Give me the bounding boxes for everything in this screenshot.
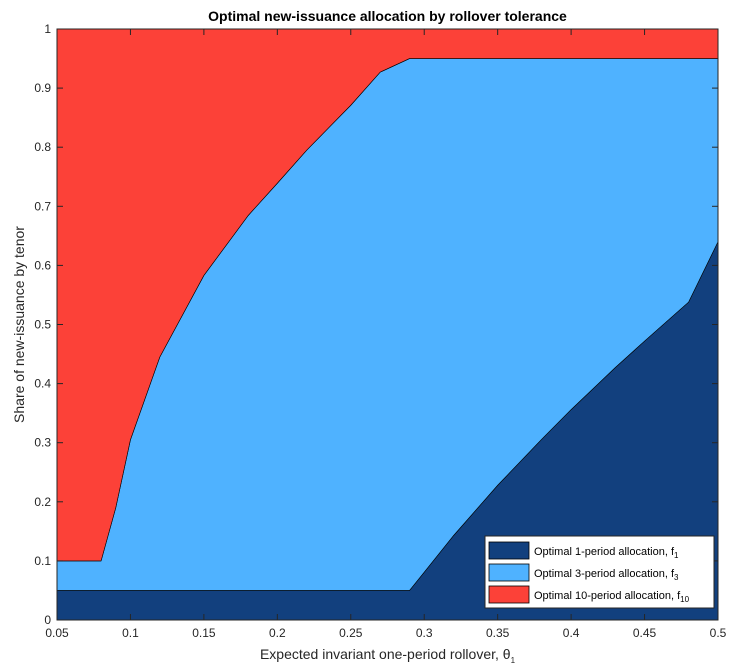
legend-swatch-2 [488,563,530,582]
x-axis: 0.05 0.1 0.15 0.2 0.25 0.3 0.35 0.4 0.45 0.5 [45,29,727,640]
x-axis-label: Expected invariant one-period rollover, … [260,646,516,665]
legend-entry-1: Optimal 1-period allocation, f1 [534,546,679,560]
x-tick-label: 0.4 [563,626,580,640]
y-tick-label: 0.6 [34,258,51,272]
legend-entry-3: Optimal 10-period allocation, f10 [534,590,690,604]
legend-entry-2: Optimal 3-period allocation, f3 [534,568,679,582]
y-tick-label: 0.5 [34,318,51,332]
x-tick-label: 0.1 [122,626,139,640]
y-axis-label: Share of new-issuance by tenor [11,226,27,423]
y-tick-label: 0.4 [34,377,51,391]
y-tick-label: 0.1 [34,554,51,568]
x-tick-label: 0.35 [486,626,510,640]
y-axis: 0 0.1 0.2 0.3 0.4 0.5 0.6 0.7 0.8 0.9 1 [34,22,718,627]
x-tick-label: 0.2 [269,626,286,640]
y-tick-label: 0.3 [34,436,51,450]
x-tick-label: 0.25 [339,626,363,640]
x-tick-label: 0.05 [45,626,69,640]
x-tick-label: 0.3 [416,626,433,640]
legend: Optimal 1-period allocation, f1 Optimal 3… [484,535,715,609]
y-tick-label: 0 [44,613,51,627]
area-series-group [56,28,719,621]
y-tick-label: 1 [44,22,51,36]
y-tick-label: 0.9 [34,81,51,95]
y-tick-label: 0.8 [34,140,51,154]
legend-swatch-1 [488,541,530,560]
x-tick-label: 0.5 [710,626,727,640]
x-tick-label: 0.45 [633,626,657,640]
chart-title: Optimal new-issuance allocation by rollo… [208,8,567,24]
x-tick-label: 0.15 [192,626,216,640]
y-tick-label: 0.2 [34,495,51,509]
legend-swatch-3 [488,585,530,604]
y-tick-label: 0.7 [34,199,51,213]
